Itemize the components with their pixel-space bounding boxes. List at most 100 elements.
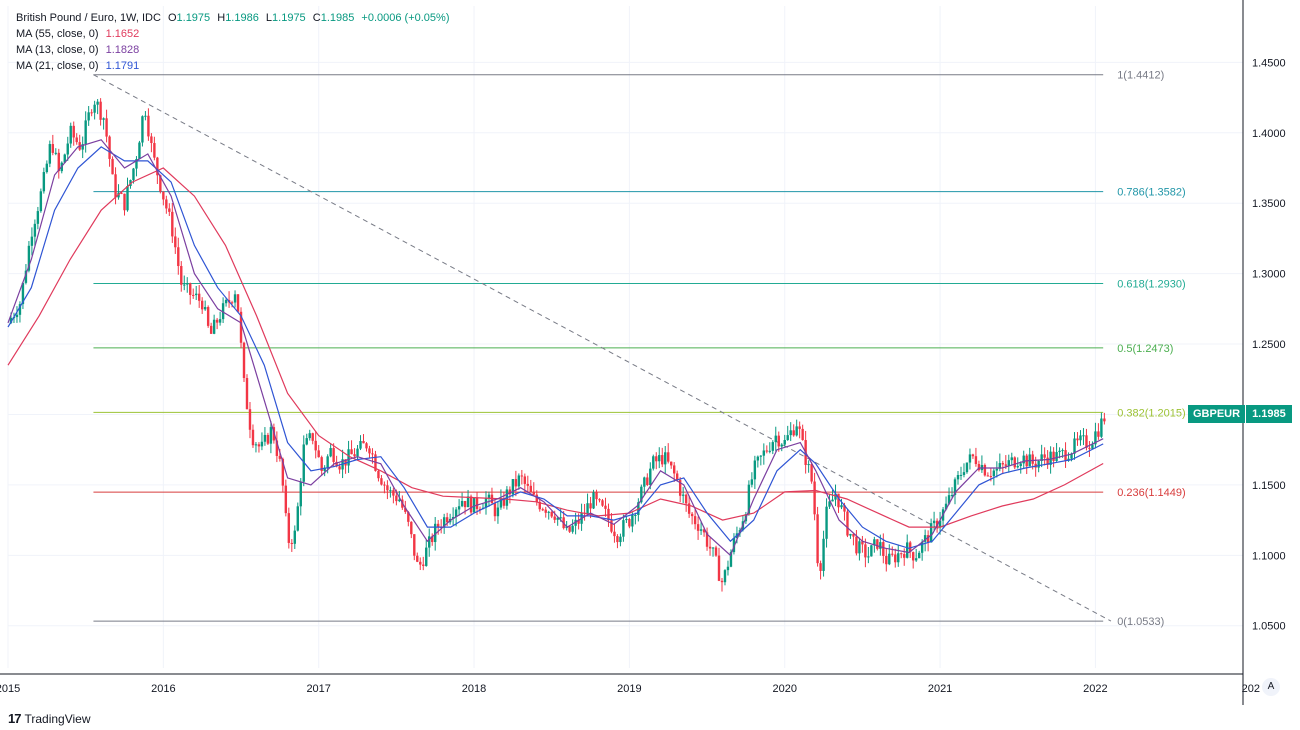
- candle-body: [983, 464, 987, 476]
- candle-body: [221, 303, 225, 320]
- close-value: 1.1985: [320, 12, 355, 24]
- candle-body: [39, 191, 43, 212]
- candle-body: [410, 521, 413, 535]
- x-tick-label: 2022: [1083, 683, 1107, 695]
- candle-body: [517, 475, 521, 487]
- fib-level-label: 1(1.4412): [1117, 70, 1164, 82]
- candle-body: [359, 441, 362, 449]
- candle-body: [816, 514, 819, 564]
- candle-body: [371, 453, 374, 455]
- candle-body: [681, 494, 685, 496]
- candle-body: [646, 477, 649, 485]
- candle-body: [932, 520, 936, 524]
- candle-body: [422, 564, 425, 566]
- candle-body: [894, 554, 897, 563]
- ma13-legend[interactable]: MA (13, close, 0) 1.1828: [16, 42, 454, 58]
- candle-body: [329, 448, 332, 457]
- candle-body: [1058, 450, 1061, 453]
- candle-body: [338, 466, 341, 470]
- candle-body: [87, 112, 90, 121]
- ma55-label: MA (55, close, 0): [16, 28, 99, 40]
- candle-body: [162, 191, 165, 200]
- candle-body: [90, 112, 93, 114]
- candle-body: [792, 430, 795, 436]
- candle-body: [965, 462, 969, 473]
- candle-body: [317, 450, 320, 458]
- candle-body: [383, 484, 386, 486]
- candle-body: [248, 409, 252, 430]
- candle-body: [45, 163, 49, 173]
- candle-body: [879, 542, 882, 549]
- candle-body: [786, 435, 789, 440]
- candle-body: [171, 211, 174, 237]
- candles: [9, 98, 1106, 592]
- candle-body: [428, 536, 431, 548]
- candle-body: [568, 526, 571, 532]
- candle-body: [431, 536, 434, 543]
- symbol-label: British Pound / Euro, 1W, IDC: [16, 12, 161, 24]
- candle-body: [661, 455, 664, 465]
- candle-body: [302, 444, 305, 482]
- candle-body: [192, 294, 195, 296]
- candle-body: [717, 555, 721, 581]
- axes: 1.45001.40001.35001.30001.25001.20001.15…: [0, 0, 1286, 705]
- candle-body: [186, 283, 189, 285]
- candle-body: [287, 513, 291, 543]
- candle-body: [454, 509, 458, 517]
- tradingview-branding[interactable]: 17 TradingView: [8, 711, 91, 726]
- candle-body: [326, 456, 329, 468]
- candle-body: [177, 247, 180, 267]
- candle-body: [852, 533, 855, 537]
- auto-scale-button[interactable]: A: [1262, 678, 1280, 696]
- candle-body: [1001, 463, 1005, 465]
- candle-body: [215, 319, 219, 323]
- candle-body: [1013, 457, 1016, 468]
- candle-body: [1055, 452, 1058, 461]
- candle-body: [840, 505, 843, 508]
- candle-body: [535, 494, 538, 502]
- x-tick-label: 2017: [306, 683, 330, 695]
- candle-body: [1016, 466, 1019, 468]
- ma13-line: [7, 139, 1104, 557]
- ma21-value: 1.1791: [105, 60, 140, 72]
- candle-body: [876, 539, 879, 549]
- candle-body: [1040, 454, 1043, 461]
- candle-body: [269, 427, 273, 444]
- candle-body: [1007, 460, 1010, 466]
- candle-body: [968, 454, 972, 463]
- candle-body: [472, 497, 476, 513]
- ma13-label: MA (13, close, 0): [16, 44, 99, 56]
- candle-body: [1004, 464, 1007, 466]
- candle-body: [989, 476, 993, 478]
- ma55-value: 1.1652: [105, 28, 140, 40]
- ma21-legend[interactable]: MA (21, close, 0) 1.1791: [16, 58, 454, 74]
- candle-body: [604, 505, 607, 509]
- candle-body: [165, 199, 168, 209]
- candle-body: [843, 505, 846, 512]
- dashed-trendline: [93, 74, 1112, 622]
- candle-body: [950, 494, 954, 496]
- candle-body: [353, 454, 356, 457]
- candle-body: [625, 519, 628, 521]
- candle-body: [789, 430, 792, 436]
- candle-body: [690, 513, 694, 517]
- candle-body: [206, 307, 210, 326]
- candle-body: [24, 270, 28, 283]
- candle-body: [962, 472, 966, 475]
- candle-body: [278, 455, 282, 459]
- ma55-legend[interactable]: MA (55, close, 0) 1.1652: [16, 26, 454, 42]
- chart-grid: [7, 6, 1243, 668]
- candle-body: [1088, 447, 1091, 449]
- candle-body: [1079, 435, 1082, 441]
- trendline: [93, 74, 1112, 622]
- candle-body: [544, 509, 547, 513]
- candle-body: [460, 501, 464, 507]
- candle-body: [102, 118, 105, 120]
- candle-body: [1097, 431, 1100, 437]
- candle-body: [810, 464, 813, 482]
- tradingview-logo-icon: 17: [8, 711, 22, 726]
- candle-body: [798, 426, 801, 429]
- candle-body: [675, 473, 679, 481]
- candle-body: [553, 516, 556, 520]
